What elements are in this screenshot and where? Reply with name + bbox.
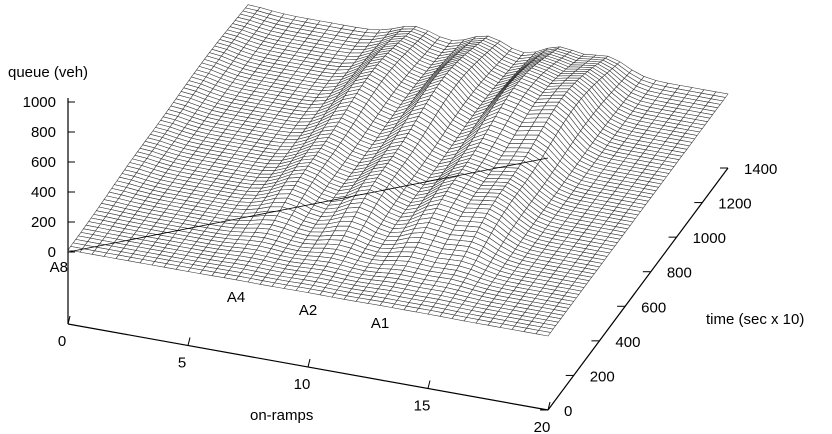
x-tick-label: 15 bbox=[414, 398, 431, 415]
x-tick bbox=[307, 358, 311, 368]
z-tick-label: 800 bbox=[31, 124, 56, 141]
x-tick bbox=[67, 315, 71, 325]
z-axis-label: queue (veh) bbox=[8, 64, 88, 81]
y-tick-label: 1400 bbox=[744, 161, 777, 178]
z-tick-label: 1000 bbox=[23, 94, 56, 111]
x-tick-label: 20 bbox=[534, 419, 551, 434]
ramp-label-a8: A8 bbox=[50, 259, 68, 276]
y-tick-label: 1000 bbox=[693, 230, 726, 247]
y-tick-label: 1200 bbox=[718, 196, 751, 213]
x-tick bbox=[427, 380, 431, 389]
ramp-label-a1: A1 bbox=[371, 315, 389, 332]
y-tick-label: 200 bbox=[590, 368, 615, 385]
y-tick-label: 0 bbox=[564, 403, 572, 420]
y-axis-line bbox=[547, 167, 729, 411]
axis-labels: queue (veh) time (sec x 10) on-ramps bbox=[8, 64, 804, 424]
axes: 0200400600800100005101520020040060080010… bbox=[23, 94, 778, 434]
x-tick-label: 5 bbox=[178, 355, 186, 372]
y-axis-label: time (sec x 10) bbox=[706, 311, 804, 328]
x-tick-label: 10 bbox=[294, 376, 311, 393]
y-tick-label: 400 bbox=[615, 334, 640, 351]
z-tick-label: 400 bbox=[31, 184, 56, 201]
surface-cell bbox=[535, 330, 552, 337]
ramp-label-a2: A2 bbox=[299, 302, 317, 319]
x-axis-label: on-ramps bbox=[250, 407, 313, 424]
z-tick-label: 200 bbox=[31, 214, 56, 231]
z-tick-label: 0 bbox=[48, 244, 56, 261]
surface-mesh bbox=[67, 4, 729, 337]
ramp-label-a4: A4 bbox=[227, 289, 245, 306]
ground-far-edge bbox=[67, 157, 549, 253]
x-tick-label: 0 bbox=[58, 333, 66, 350]
y-tick-label: 600 bbox=[641, 299, 666, 316]
x-tick bbox=[187, 337, 191, 346]
z-tick-label: 600 bbox=[31, 154, 56, 171]
x-tick bbox=[547, 401, 551, 411]
y-tick-label: 800 bbox=[667, 265, 692, 282]
